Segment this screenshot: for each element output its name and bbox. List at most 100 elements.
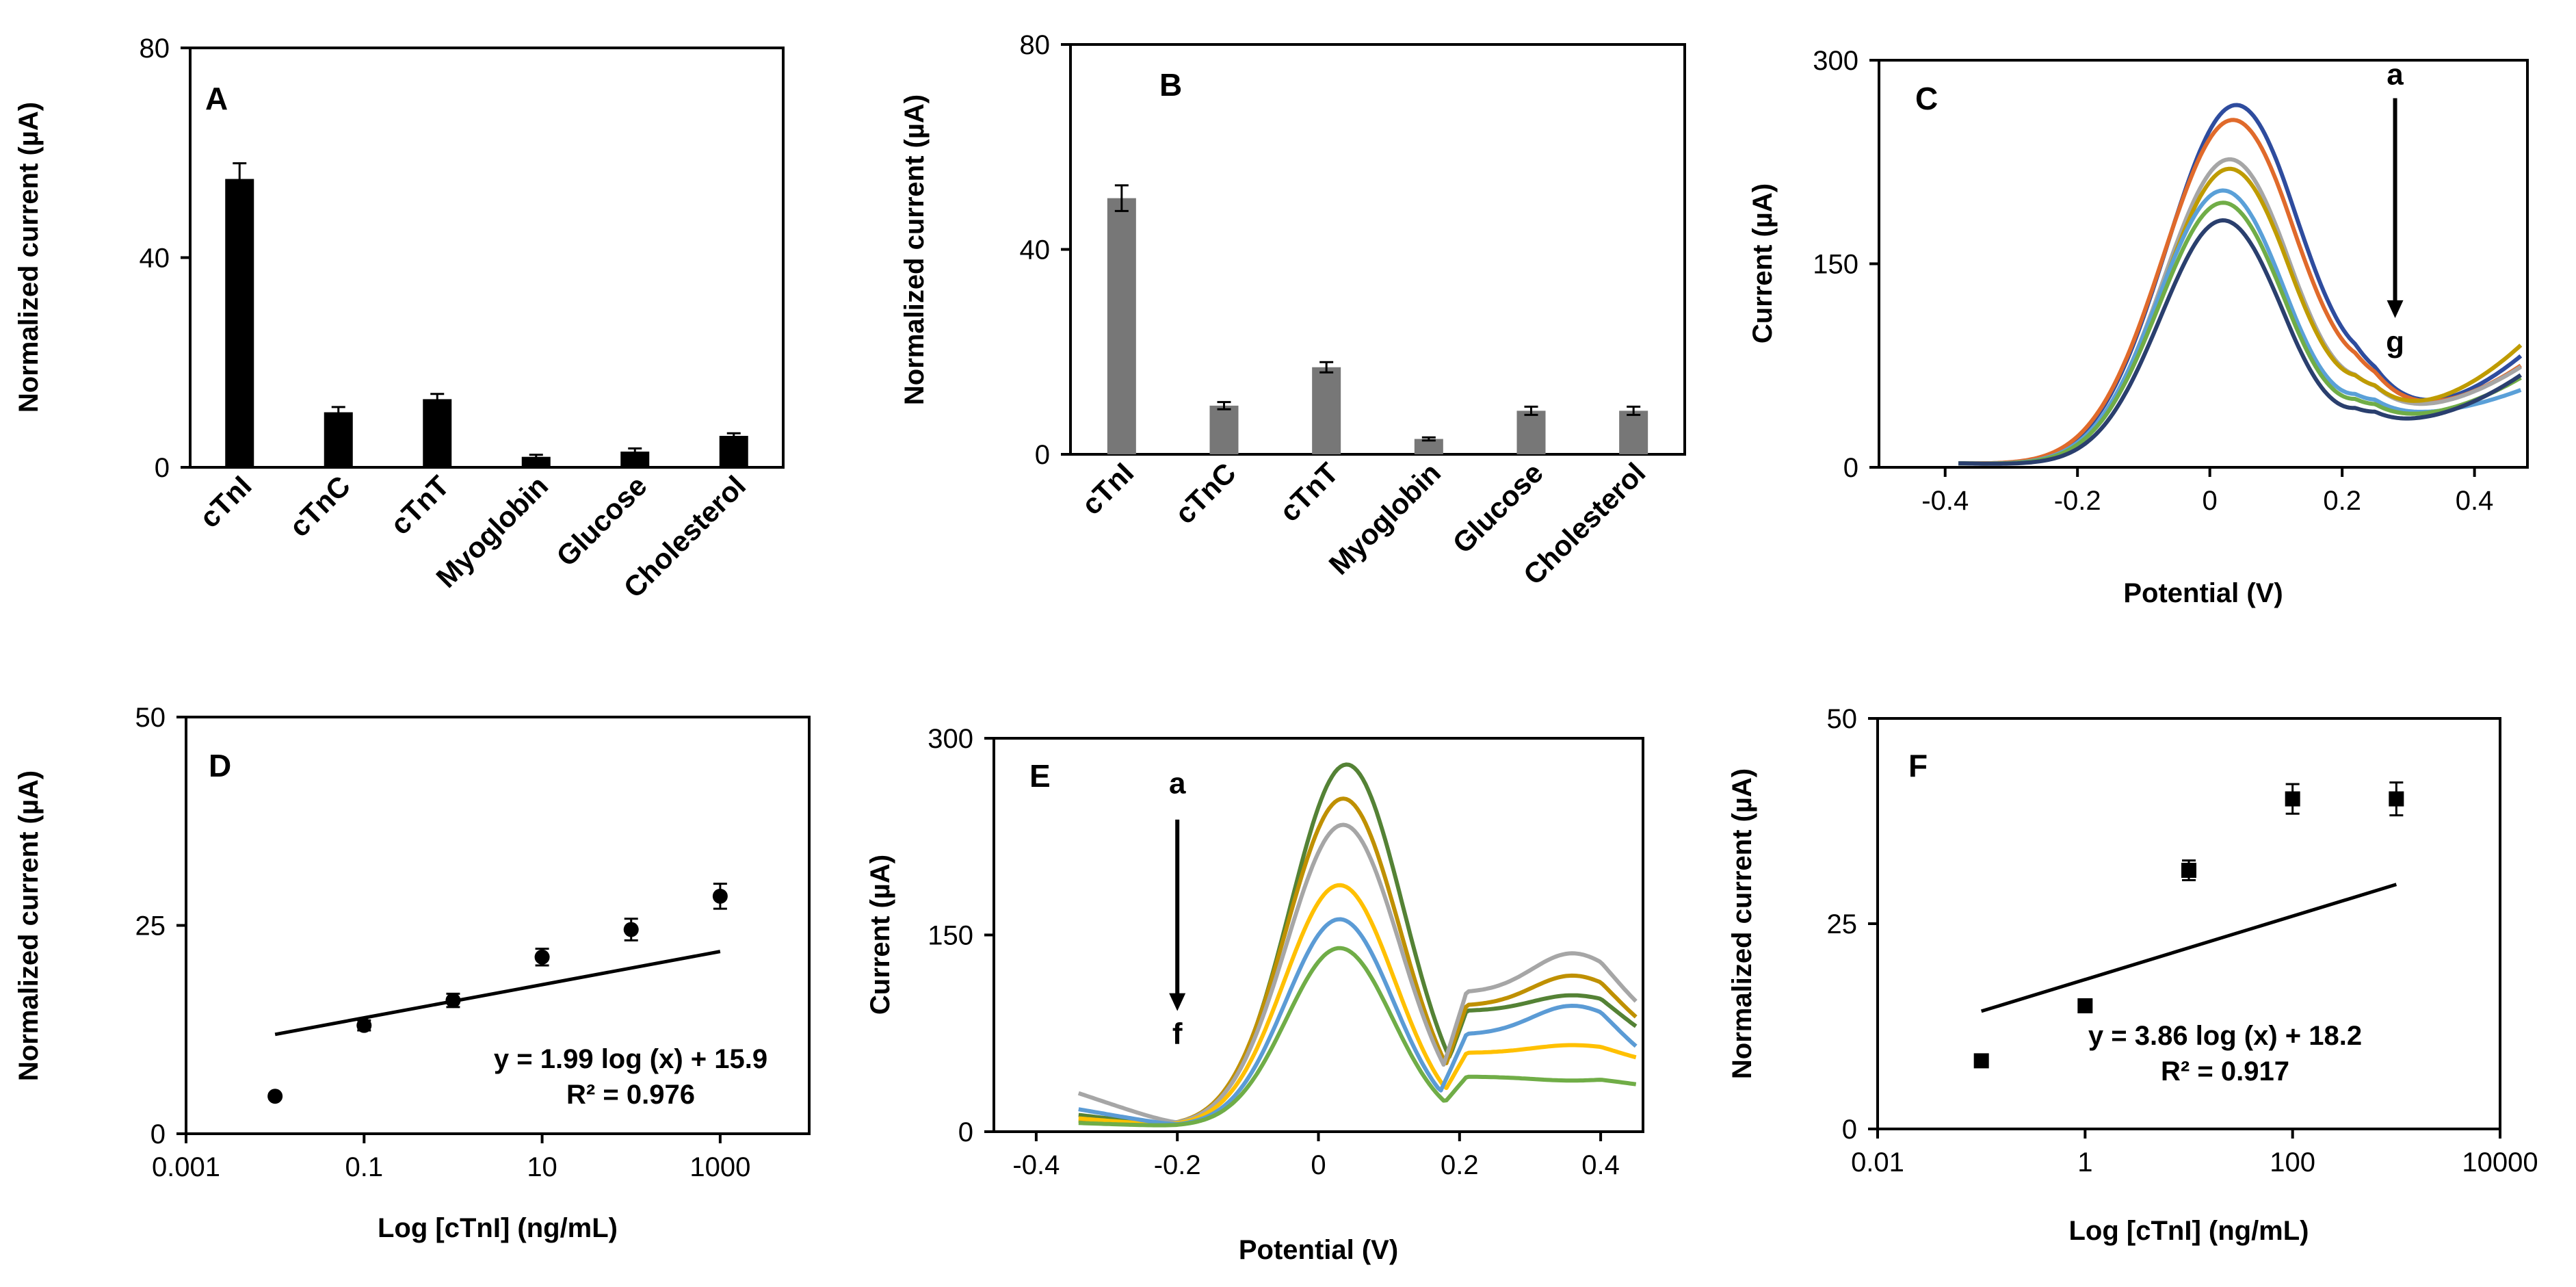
panel-b-panel-letter: B [1159,67,1182,103]
panel-f-data-point [2285,791,2300,807]
panel-d-x-tick-label: 1000 [689,1152,750,1182]
panel-c-x-tick-label: -0.4 [1921,486,1969,516]
panel-c-x-tick-label: -0.2 [2054,486,2101,516]
panel-f-fit-equation: y = 3.86 log (x) + 18.2 [2088,1021,2362,1051]
panel-a-bar-ctni [225,179,254,467]
panel-e-series-c [1077,822,1638,1125]
panel-b-y-axis-label: Normalized current (µA) [899,94,930,405]
panel-f-data-point [2077,998,2093,1013]
panel-d: 0 25 50 Normalized current (µA) 0.001 0.1 10 10… [14,703,811,1243]
panel-c-annotation-end: g [2386,325,2404,359]
panel-d-fit-line [274,950,721,1037]
panel-b-category-label: Glucose [1446,456,1549,559]
panel-d-data-point [267,1089,283,1104]
panel-e: 0 150 300 Current (µA) -0.4 -0.2 0 0.2 0.4 Potent… [865,724,1644,1265]
panel-e-y-tick-label: 150 [928,921,973,951]
panel-f-x-axis-label: Log [cTnI] (ng/mL) [2068,1216,2309,1246]
panel-a-category-label: cTnT [384,469,455,541]
panel-f-data-point [2389,791,2404,807]
panel-b-bar-ctnt [1312,367,1341,454]
panel-e-x-axis-label: Potential (V) [1239,1235,1398,1265]
panel-f-panel-letter: F [1908,748,1928,783]
panel-e-panel-letter: E [1029,758,1051,794]
panel-d-data-point [534,949,550,965]
panel-d-x-axis-label: Log [cTnI] (ng/mL) [378,1213,618,1243]
panel-e-x-tick-label: 0.4 [1581,1150,1620,1180]
panel-b-bar-glucose [1516,411,1546,454]
panel-d-y-tick-label: 50 [135,703,166,733]
panel-b-bar-ctnc [1209,405,1239,454]
panel-e-x-tick-label: -0.2 [1154,1150,1201,1180]
panel-f-y-tick-label: 50 [1827,704,1858,734]
panel-d-data-point [445,993,461,1009]
panel-e-annotation-start: a [1169,767,1186,801]
panel-a-panel-letter: A [205,81,228,116]
panel-b-category-label: Myoglobin [1322,456,1447,581]
panel-e-y-tick-label: 300 [928,724,973,754]
panel-b-y-tick-label: 80 [1020,30,1051,60]
panel-c-panel-letter: C [1915,81,1938,116]
panel-f-x-tick-label: 10000 [2462,1147,2538,1178]
panel-f-data-point [1973,1053,1989,1069]
panel-f-r-squared: R² = 0.917 [2161,1056,2289,1087]
panel-a-plot-frame [189,47,785,469]
panel-c-series-g [1958,218,2522,466]
panel-b-y-tick-label: 40 [1020,235,1051,265]
panel-d-y-tick-label: 0 [150,1119,166,1149]
panel-d-fit-equation: y = 1.99 log (x) + 15.9 [494,1044,767,1074]
panel-c-y-tick-label: 150 [1813,250,1858,280]
panel-a-y-tick-label: 40 [140,244,170,274]
panel-b-bar-cholesterol [1619,411,1648,454]
panel-f-x-tick-label: 1 [2077,1147,2092,1178]
panel-b-category-label: cTnI [1075,456,1140,521]
panel-e-series-a [1078,762,1638,1126]
panel-e-series-d [1078,883,1637,1126]
panel-b-y-tick-label: 0 [1035,440,1050,470]
panel-a-category-label: cTnC [283,469,356,543]
panel-d-data-point [712,888,728,904]
panel-d-r-squared: R² = 0.976 [566,1080,695,1110]
panel-e-series-f [1078,946,1637,1128]
panel-c: 0 150 300 Current (µA) -0.4 -0.2 0 0.2 0.4 Potent… [1748,46,2529,608]
panel-c-x-tick-label: 0.2 [2323,486,2361,516]
panel-e-annotation-end: f [1172,1017,1183,1051]
panel-c-series-c [1958,157,2522,466]
panel-e-y-tick-label: 0 [958,1117,973,1147]
panel-c-arrow-head [2387,300,2404,318]
panel-f-y-tick-label: 0 [1842,1115,1857,1145]
panel-c-x-axis-label: Potential (V) [2123,578,2283,608]
panel-c-y-tick-label: 300 [1813,46,1858,76]
panel-a-y-axis-label: Normalized current (µA) [14,102,44,413]
panel-e-x-tick-label: -0.4 [1012,1150,1060,1180]
panel-e-series-e [1078,917,1638,1127]
panel-a-y-tick-label: 0 [155,453,170,483]
panel-d-y-tick-label: 25 [135,911,166,941]
panel-a-bar-ctnc [324,412,353,467]
panel-d-y-axis-label: Normalized current (µA) [14,770,44,1081]
panel-c-x-tick-label: 0 [2203,486,2218,516]
panel-f-x-tick-label: 0.01 [1851,1147,1904,1178]
panel-b-plot-frame [1069,43,1686,456]
panel-a-bar-glucose [620,452,650,467]
panel-b-category-label: cTnT [1273,456,1344,528]
panel-a-bar-ctnt [423,399,452,467]
panel-c-plot-frame [1878,59,2529,469]
panel-b-bar-myoglobin [1414,439,1443,454]
panel-d-data-point [356,1017,372,1033]
panel-e-x-tick-label: 0 [1311,1150,1326,1180]
panel-e-y-axis-label: Current (µA) [865,855,895,1015]
panel-f: 0 25 50 Normalized current (µA) 0.01 1 100 1000… [1727,704,2538,1246]
panel-c-y-tick-label: 0 [1843,453,1858,483]
panel-e-x-tick-label: 0.2 [1441,1150,1479,1180]
panel-b-category-label: cTnC [1168,456,1241,530]
panel-d-data-point [623,922,639,937]
panel-a-y-tick-label: 80 [140,34,170,64]
panel-d-x-tick-label: 0.001 [152,1152,220,1182]
panel-f-data-point [2181,863,2196,878]
panel-a-category-label: cTnI [193,469,257,534]
panel-e-series-b [1078,796,1638,1126]
panel-c-y-axis-label: Current (µA) [1748,183,1778,343]
